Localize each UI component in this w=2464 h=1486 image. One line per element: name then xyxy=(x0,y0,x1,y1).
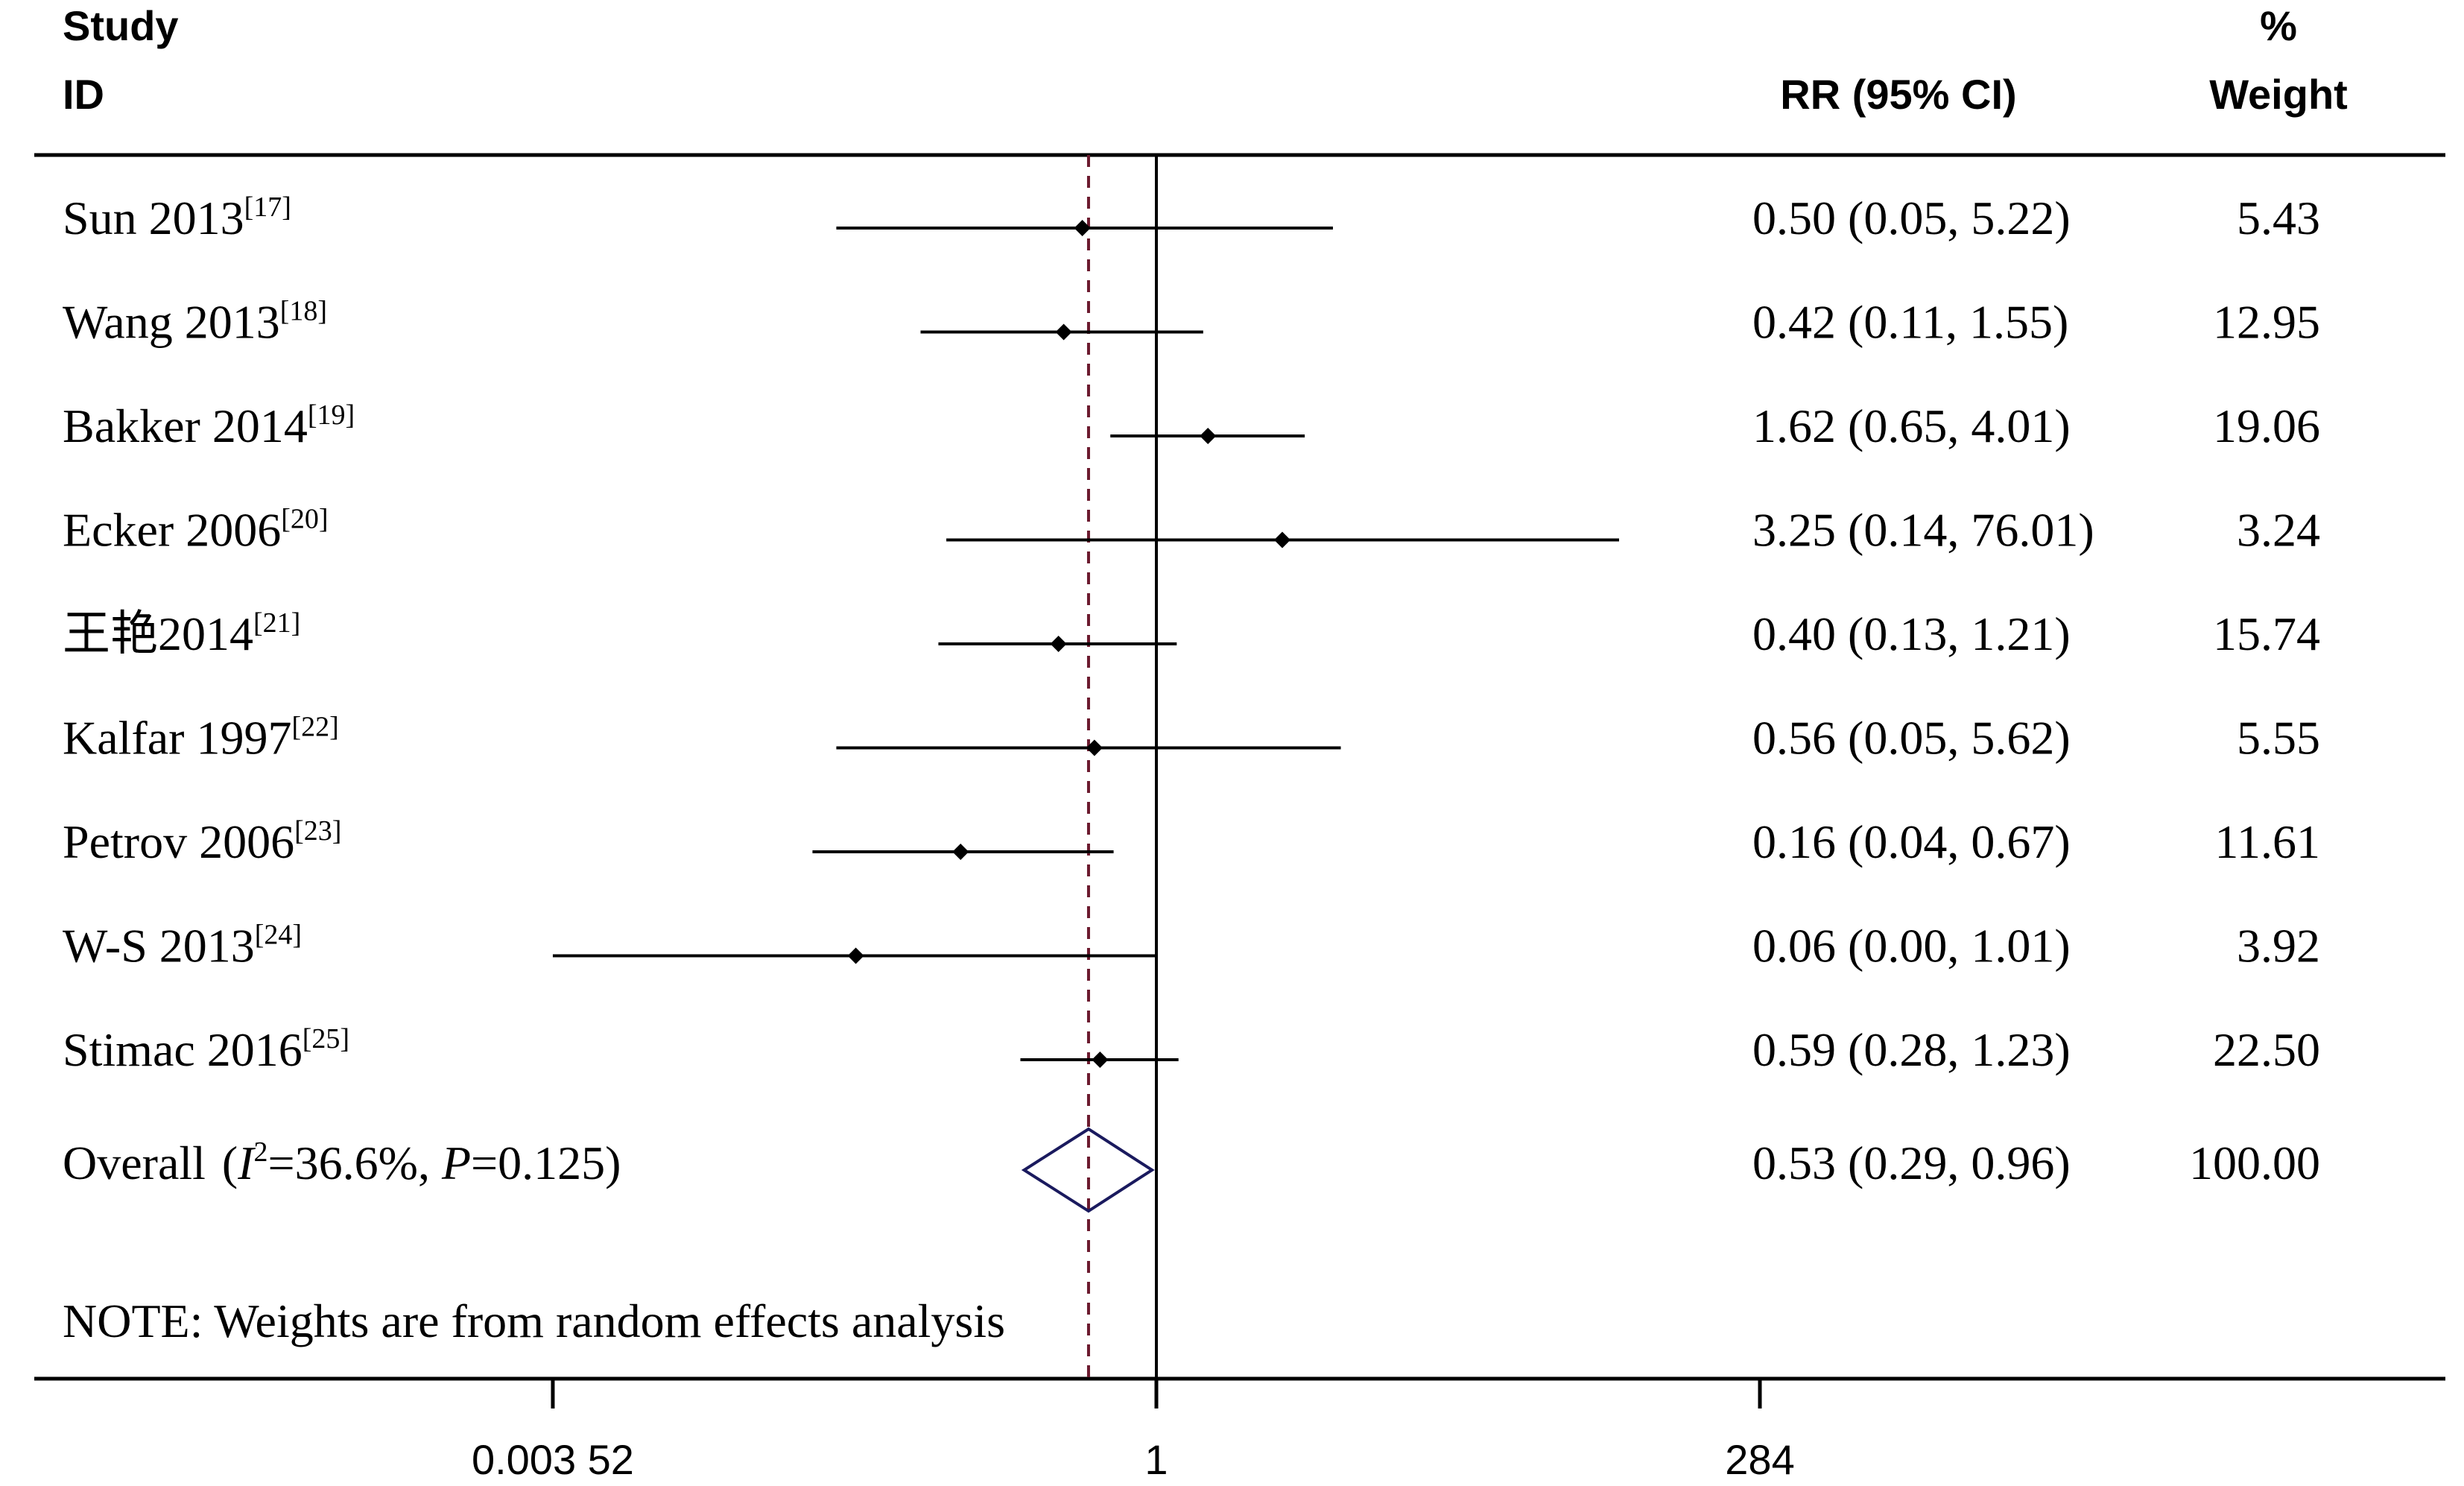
study-ci-text: 0.40 (0.13, 1.21) xyxy=(1752,607,2071,660)
header-rr-ci: RR (95% CI) xyxy=(1780,71,2016,118)
study-name: W-S 2013 xyxy=(63,920,255,973)
study-ci-text: 0.59 (0.28, 1.23) xyxy=(1752,1023,2071,1076)
study-reference: [21] xyxy=(253,607,300,639)
study-label: Petrov 2006[23] xyxy=(63,815,341,868)
study-row: Petrov 2006[23] 0.16 (0.04, 0.67) 11.61 xyxy=(63,815,2320,868)
study-rows: Sun 2013[17] 0.50 (0.05, 5.22) 5.43 Wang 20… xyxy=(63,192,2320,1076)
overall-label: Overall (I2=36.6%, P=0.125) xyxy=(63,1136,621,1189)
point-estimate-marker xyxy=(952,844,969,860)
study-row: Stimac 2016[25] 0.59 (0.28, 1.23) 22.50 xyxy=(63,1023,2320,1076)
study-name: Kalfar 1997 xyxy=(63,712,291,765)
study-ci-text: 0.06 (0.00, 1.01) xyxy=(1752,920,2071,973)
study-name: Sun 2013 xyxy=(63,192,244,244)
study-row: Bakker 2014[19] 1.62 (0.65, 4.01) 19.06 xyxy=(63,399,2320,452)
study-ci-text: 3.25 (0.14, 76.01) xyxy=(1752,504,2094,557)
study-name: Wang 2013 xyxy=(63,296,280,349)
study-row: Wang 2013[18] 0.42 (0.11, 1.55) 12.95 xyxy=(63,296,2320,349)
study-row: Ecker 2006[20] 3.25 (0.14, 76.01) 3.24 xyxy=(63,504,2320,557)
study-label: W-S 2013[24] xyxy=(63,920,302,973)
study-reference: [19] xyxy=(308,399,355,431)
study-label: Wang 2013[18] xyxy=(63,296,327,349)
point-estimate-marker xyxy=(1050,636,1067,652)
x-tick-label: 1 xyxy=(1144,1436,1168,1483)
study-label: Sun 2013[17] xyxy=(63,192,291,244)
point-estimate-marker xyxy=(1086,739,1103,756)
header-study: Study xyxy=(63,2,179,49)
study-weight: 3.24 xyxy=(2237,504,2320,557)
study-name: Stimac 2016 xyxy=(63,1023,303,1076)
study-reference: [17] xyxy=(244,192,291,223)
point-estimate-marker xyxy=(847,947,864,964)
study-row: Sun 2013[17] 0.50 (0.05, 5.22) 5.43 xyxy=(63,192,2320,244)
study-ci-text: 0.56 (0.05, 5.62) xyxy=(1752,712,2071,765)
x-axis-ticks: 0.003 52 1 284 xyxy=(472,1379,1795,1483)
study-reference: [23] xyxy=(294,815,341,847)
x-tick-label: 0.003 52 xyxy=(472,1436,634,1483)
header-id: ID xyxy=(63,71,104,118)
point-estimate-marker xyxy=(1092,1052,1109,1068)
study-reference: [18] xyxy=(280,296,327,327)
point-estimate-marker xyxy=(1074,220,1091,236)
study-label: Kalfar 1997[22] xyxy=(63,712,339,765)
study-row: 王艳2014[21] 0.40 (0.13, 1.21) 15.74 xyxy=(63,607,2320,660)
study-label: Stimac 2016[25] xyxy=(63,1023,349,1076)
point-estimate-marker xyxy=(1055,323,1072,341)
header-percent: % xyxy=(2260,2,2297,49)
study-weight: 5.55 xyxy=(2237,712,2320,765)
study-weight: 12.95 xyxy=(2213,296,2320,349)
study-name: Ecker 2006 xyxy=(63,504,281,557)
overall-weight: 100.00 xyxy=(2189,1136,2320,1189)
study-label: 王艳2014[21] xyxy=(63,607,300,660)
study-weight: 19.06 xyxy=(2213,399,2320,452)
study-weight: 15.74 xyxy=(2213,607,2320,660)
study-label: Bakker 2014[19] xyxy=(63,399,355,452)
study-row: W-S 2013[24] 0.06 (0.00, 1.01) 3.92 xyxy=(63,920,2320,973)
study-weight: 22.50 xyxy=(2213,1023,2320,1076)
study-ci-text: 1.62 (0.65, 4.01) xyxy=(1752,399,2071,452)
study-ci-text: 0.50 (0.05, 5.22) xyxy=(1752,192,2071,244)
footnote: NOTE: Weights are from random effects an… xyxy=(63,1294,1005,1347)
study-name: Bakker 2014 xyxy=(63,399,308,452)
study-reference: [20] xyxy=(281,504,328,535)
study-weight: 5.43 xyxy=(2237,192,2320,244)
study-reference: [22] xyxy=(291,712,338,743)
point-estimate-marker xyxy=(1200,428,1217,444)
study-name: Petrov 2006 xyxy=(63,815,294,868)
study-ci-text: 0.42 (0.11, 1.55) xyxy=(1752,296,2068,349)
header-weight: Weight xyxy=(2209,71,2348,118)
overall-diamond xyxy=(1021,1127,1155,1213)
point-estimate-marker xyxy=(1274,531,1291,548)
study-ci-text: 0.16 (0.04, 0.67) xyxy=(1752,815,2071,868)
x-tick-label: 284 xyxy=(1725,1436,1794,1483)
study-weight: 3.92 xyxy=(2237,920,2320,973)
study-weight: 11.61 xyxy=(2214,815,2320,868)
study-reference: [25] xyxy=(303,1023,349,1055)
study-name: 王艳2014 xyxy=(63,607,253,660)
study-row: Kalfar 1997[22] 0.56 (0.05, 5.62) 5.55 xyxy=(63,712,2320,765)
study-reference: [24] xyxy=(255,920,302,951)
study-label: Ecker 2006[20] xyxy=(63,504,329,557)
overall-ci-text: 0.53 (0.29, 0.96) xyxy=(1752,1136,2071,1189)
